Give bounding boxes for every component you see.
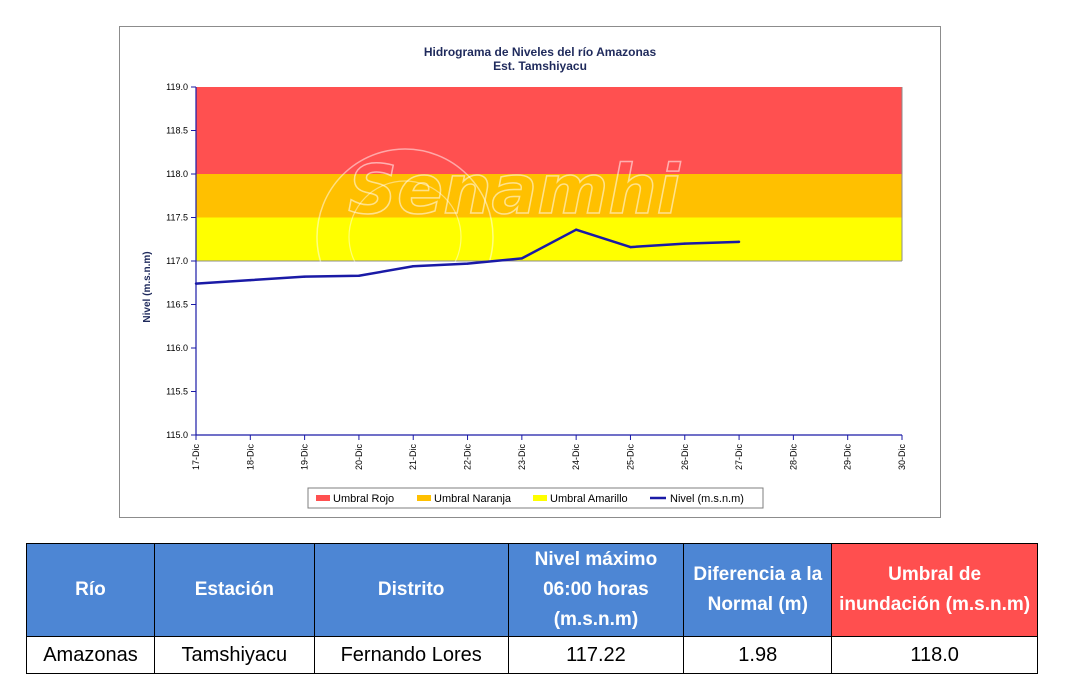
y-tick-label: 117.0 bbox=[166, 256, 188, 266]
y-tick-label: 118.5 bbox=[166, 126, 188, 136]
band-umbral-rojo bbox=[196, 87, 902, 174]
y-tick-label: 116.5 bbox=[166, 300, 188, 310]
summary-table: Río Estación Distrito Nivel máximo 06:00… bbox=[26, 543, 1038, 674]
data-point bbox=[574, 228, 578, 231]
hydrograph-chart: Hidrograma de Niveles del río Amazonas E… bbox=[142, 45, 907, 509]
legend-entry-label: Umbral Naranja bbox=[434, 493, 512, 505]
y-tick-label: 117.5 bbox=[166, 213, 188, 223]
legend-swatch bbox=[316, 495, 330, 501]
band-umbral-amarillo bbox=[196, 217, 902, 261]
y-tick-label: 116.0 bbox=[166, 343, 188, 353]
legend-entry-label: Nivel (m.s.n.m) bbox=[670, 493, 744, 505]
cell-estacion: Tamshiyacu bbox=[153, 636, 315, 674]
data-point bbox=[520, 257, 524, 260]
series-layer bbox=[194, 228, 741, 285]
cell-umbral-inundacion: 118.0 bbox=[831, 636, 1038, 674]
data-point bbox=[194, 282, 198, 285]
cell-diferencia-normal: 1.98 bbox=[683, 636, 833, 674]
band-umbral-naranja bbox=[196, 174, 902, 218]
data-point bbox=[629, 245, 632, 249]
x-tick-label: 28-Dic bbox=[788, 444, 798, 471]
legend-entry-label: Umbral Rojo bbox=[333, 493, 394, 505]
chart-frame: Hidrograma de Niveles del río Amazonas E… bbox=[119, 26, 941, 518]
data-point bbox=[303, 275, 306, 278]
chart-legend: Umbral Rojo Umbral Naranja Umbral Amarillo… bbox=[307, 487, 764, 509]
watermark-text: Senamhi bbox=[348, 151, 682, 230]
chart-subtitle: Est. Tamshiyacu bbox=[493, 59, 587, 73]
header-estacion: Estación bbox=[153, 543, 315, 637]
data-point bbox=[466, 262, 469, 265]
data-point bbox=[737, 240, 741, 244]
legend-entry-label: Umbral Amarillo bbox=[550, 493, 628, 505]
x-tick-label: 26-Dic bbox=[680, 444, 690, 471]
data-point bbox=[683, 242, 686, 245]
legend-swatch bbox=[533, 495, 547, 501]
x-tick-label: 17-Dic bbox=[191, 444, 201, 471]
table-row: Amazonas Tamshiyacu Fernando Lores 117.2… bbox=[26, 636, 1038, 674]
y-tick-label: 119.0 bbox=[166, 82, 188, 92]
x-tick-label: 23-Dic bbox=[517, 444, 527, 471]
x-tick-label: 24-Dic bbox=[571, 444, 581, 471]
data-point bbox=[412, 265, 415, 268]
header-diferencia-normal: Diferencia a la Normal (m) bbox=[683, 543, 833, 637]
threshold-bands bbox=[196, 87, 903, 262]
cell-rio: Amazonas bbox=[26, 636, 155, 674]
x-tick-label: 29-Dic bbox=[843, 444, 853, 471]
header-rio: Río bbox=[26, 543, 155, 637]
y-tick-label: 118.0 bbox=[166, 169, 188, 179]
chart-title: Hidrograma de Niveles del río Amazonas bbox=[424, 45, 657, 59]
cell-nivel-maximo: 117.22 bbox=[507, 636, 685, 674]
x-tick-label: 27-Dic bbox=[734, 444, 744, 471]
y-tick-label: 115.0 bbox=[166, 430, 188, 440]
chart-axes: 115.0 115.5 116.0 116.5 117.0 117.5 118.0 118.5… bbox=[166, 82, 907, 470]
x-tick-label: 18-Dic bbox=[245, 444, 255, 471]
header-umbral-inundacion: Umbral de inundación (m.s.n.m) bbox=[831, 543, 1038, 637]
x-tick-label: 30-Dic bbox=[897, 444, 907, 471]
header-distrito: Distrito bbox=[313, 543, 509, 637]
table-header-row: Río Estación Distrito Nivel máximo 06:00… bbox=[26, 543, 1038, 637]
x-tick-label: 19-Dic bbox=[300, 444, 310, 471]
x-tick-label: 21-Dic bbox=[408, 444, 418, 471]
data-point bbox=[357, 274, 361, 277]
y-axis-label: Nivel (m.s.n.m) bbox=[142, 251, 153, 322]
y-tick-label: 115.5 bbox=[166, 387, 188, 397]
senamhi-watermark: Senamhi bbox=[316, 148, 682, 326]
x-tick-label: 25-Dic bbox=[625, 444, 635, 471]
x-tick-label: 22-Dic bbox=[463, 444, 473, 471]
cell-distrito: Fernando Lores bbox=[313, 636, 509, 674]
x-tick-label: 20-Dic bbox=[354, 444, 364, 471]
header-nivel-maximo: Nivel máximo 06:00 horas (m.s.n.m) bbox=[507, 543, 685, 637]
legend-swatch bbox=[417, 495, 431, 501]
data-point bbox=[249, 278, 252, 282]
